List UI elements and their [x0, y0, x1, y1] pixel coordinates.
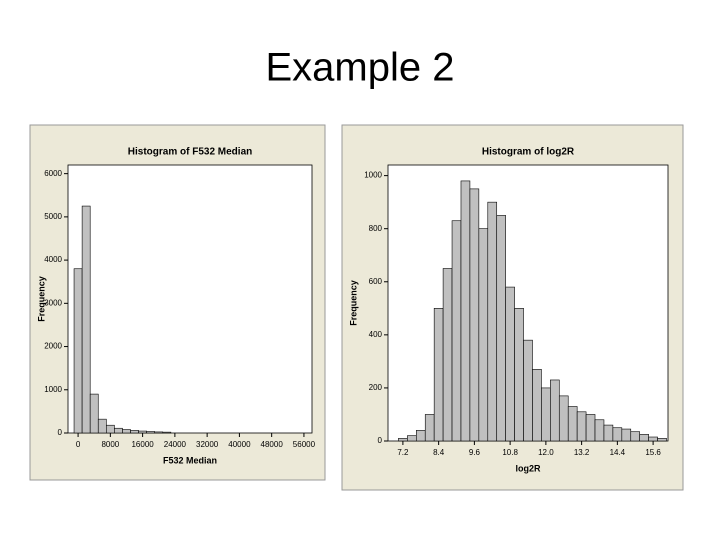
- bar: [146, 431, 156, 434]
- bar: [523, 339, 533, 442]
- bar: [73, 268, 83, 434]
- x-tick-label: 32000: [196, 440, 219, 449]
- x-tick-label: 24000: [164, 440, 187, 449]
- x-tick-label: 12.0: [538, 448, 554, 457]
- bar: [630, 431, 641, 442]
- bar: [424, 414, 435, 442]
- bar: [106, 424, 115, 434]
- bar: [138, 430, 147, 434]
- bar: [97, 418, 107, 434]
- x-tick-label: 56000: [293, 440, 316, 449]
- y-tick-label: 5000: [44, 212, 62, 221]
- bar: [576, 411, 587, 442]
- bar: [487, 201, 498, 442]
- y-axis-label: Frequency: [36, 276, 46, 322]
- bar: [433, 308, 444, 442]
- bar: [558, 395, 569, 442]
- bar: [89, 393, 99, 434]
- bar: [657, 438, 667, 442]
- bar: [567, 406, 578, 442]
- bar: [162, 431, 172, 434]
- bar: [398, 438, 408, 442]
- y-tick-label: 600: [369, 277, 383, 286]
- y-tick-label: 0: [58, 428, 63, 437]
- bar: [585, 414, 596, 442]
- bar: [612, 427, 623, 442]
- y-tick-label: 0: [378, 436, 383, 445]
- slide-title: Example 2: [266, 46, 455, 90]
- x-tick-label: 40000: [228, 440, 251, 449]
- x-tick-label: 10.8: [502, 448, 518, 457]
- y-tick-label: 400: [369, 330, 383, 339]
- plot-area: [67, 164, 313, 434]
- x-tick-label: 8000: [101, 440, 119, 449]
- y-tick-label: 1000: [364, 171, 382, 180]
- x-tick-label: 13.2: [574, 448, 590, 457]
- y-tick-label: 6000: [44, 169, 62, 178]
- y-tick-label: 800: [369, 224, 383, 233]
- bar: [407, 435, 417, 442]
- bar: [122, 429, 131, 434]
- bar: [603, 424, 614, 442]
- y-tick-label: 3000: [44, 298, 62, 307]
- x-tick-label: 7.2: [397, 448, 409, 457]
- bar: [532, 369, 542, 442]
- bar: [415, 430, 426, 442]
- bar: [505, 286, 515, 442]
- bar: [550, 379, 560, 442]
- bar: [478, 228, 489, 442]
- x-tick-label: 0: [76, 440, 81, 449]
- bar: [81, 205, 91, 434]
- y-axis-label: Frequency: [348, 280, 358, 326]
- bar: [621, 428, 632, 442]
- x-tick-label: 9.6: [469, 448, 481, 457]
- x-tick-label: 14.4: [610, 448, 626, 457]
- y-tick-label: 4000: [44, 255, 62, 264]
- bar: [114, 427, 123, 434]
- y-tick-label: 2000: [44, 342, 62, 351]
- y-tick-label: 200: [369, 383, 383, 392]
- bar: [514, 308, 524, 442]
- chart-title: Histogram of F532 Median: [128, 147, 252, 158]
- x-axis-label: F532 Median: [163, 455, 217, 465]
- bar: [541, 387, 551, 442]
- x-tick-label: 48000: [261, 440, 284, 449]
- y-tick-label: 1000: [44, 385, 62, 394]
- bar: [154, 431, 164, 434]
- bar: [460, 180, 471, 442]
- bar: [496, 215, 506, 442]
- x-tick-label: 15.6: [645, 448, 661, 457]
- bar: [469, 188, 480, 442]
- bar: [648, 436, 658, 442]
- x-axis-label: log2R: [515, 463, 541, 473]
- bar: [442, 268, 453, 442]
- bar: [130, 430, 139, 434]
- x-tick-label: 8.4: [433, 448, 445, 457]
- bar: [451, 220, 462, 442]
- x-tick-label: 16000: [131, 440, 154, 449]
- bar: [639, 434, 649, 442]
- bar: [594, 419, 605, 442]
- chart-title: Histogram of log2R: [482, 147, 575, 158]
